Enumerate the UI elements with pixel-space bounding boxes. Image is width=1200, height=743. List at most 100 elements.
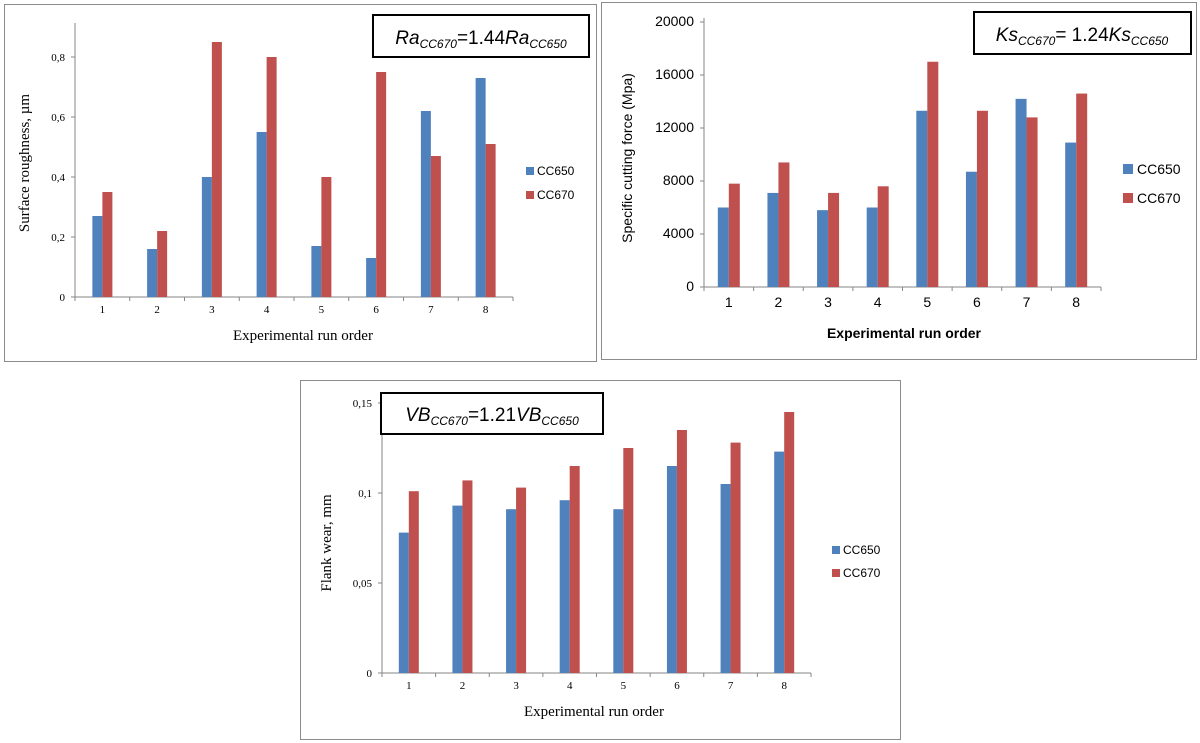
x-tick-label: 7	[428, 304, 434, 316]
bar-cc650-run-8	[1065, 142, 1077, 287]
formula-text: KsCC670= 1.24KsCC650	[996, 25, 1169, 48]
y-tick-label: 16000	[655, 66, 694, 82]
formula-box: VBCC670=1.21VBCC650	[380, 392, 604, 435]
y-tick-label: 0	[60, 292, 66, 304]
specific-cutting-force-chart-panel: 0 4000 8000 12000 16000 20000 1 2 3 4 5 6 7 8 Experim…	[601, 2, 1197, 360]
x-tick-label: 3	[513, 680, 519, 692]
bar-cc670-run-4	[569, 466, 580, 673]
x-tick-label: 6	[973, 294, 981, 310]
x-tick-label: 4	[874, 294, 882, 310]
legend-swatch-cc650	[526, 167, 534, 175]
formula-text: VBCC670=1.21VBCC650	[405, 405, 579, 428]
x-tick-label: 8	[1072, 294, 1080, 310]
y-tick-label: 0	[686, 278, 694, 294]
flank-wear-chart: 0 0,05 0,1 0,15 1 2 3 4 5 6 7 8 Experimental run or…	[319, 392, 881, 720]
legend-label-cc670: CC670	[1137, 190, 1181, 206]
bar-cc650-run-4	[866, 207, 878, 287]
bar-cc670-run-8	[485, 144, 496, 297]
y-axis-label: Surface roughness, µm	[17, 94, 33, 233]
y-tick-label: 0,05	[353, 578, 373, 590]
plot-area: 0 4000 8000 12000 16000 20000 1 2 3 4 5 6 7 8	[655, 13, 1102, 310]
bar-cc650-run-3	[506, 509, 517, 673]
bar-cc670-run-7	[730, 442, 741, 673]
formula-text: RaCC670=1.44RaCC650	[395, 28, 567, 51]
y-tick-label: 0,8	[51, 52, 65, 64]
legend-swatch-cc650	[1123, 164, 1133, 174]
bar-cc650-run-6	[666, 466, 677, 673]
x-tick-label: 2	[460, 680, 466, 692]
x-tick-label: 6	[373, 304, 379, 316]
y-tick-label: 0,6	[51, 112, 65, 124]
bar-cc650-run-1	[398, 532, 409, 673]
y-tick-label: 8000	[663, 172, 694, 188]
bar-cc650-run-8	[774, 451, 785, 673]
surface-roughness-chart-panel: 0 0,2 0,4 0,6 0,8 1 2 3 4 5 6 7 8 Experimental run o…	[4, 4, 597, 362]
formula-box: KsCC670= 1.24KsCC650	[973, 11, 1192, 55]
bar-cc650-run-4	[256, 132, 267, 297]
x-axis-label: Experimental run order	[827, 325, 982, 341]
bar-cc670-run-7	[430, 156, 441, 297]
plot-area: 0 0,2 0,4 0,6 0,8 1 2 3 4 5 6 7 8	[51, 23, 514, 316]
x-axis-label: Experimental run order	[233, 328, 373, 344]
bar-cc650-run-4	[559, 500, 570, 673]
bar-cc650-run-5	[916, 110, 928, 288]
y-axis-label: Flank wear, mm	[319, 494, 335, 592]
x-tick-label: 1	[725, 294, 733, 310]
x-tick-label: 5	[923, 294, 931, 310]
bar-cc670-run-8	[784, 412, 795, 673]
bar-cc650-run-2	[452, 505, 463, 673]
bar-cc670-run-3	[828, 192, 840, 287]
bar-cc650-run-7	[720, 484, 731, 673]
bar-cc670-run-6	[376, 72, 387, 297]
legend-label-cc670: CC670	[537, 188, 575, 202]
bar-cc670-run-1	[102, 192, 113, 297]
plot-area: 0 0,05 0,1 0,15 1 2 3 4 5 6 7 8	[353, 398, 812, 692]
bar-cc650-run-7	[1015, 98, 1027, 287]
y-tick-label: 0	[367, 668, 373, 680]
x-tick-label: 2	[775, 294, 783, 310]
bar-cc650-run-6	[965, 171, 977, 287]
bar-cc670-run-3	[211, 42, 222, 297]
bar-cc650-run-6	[366, 258, 377, 297]
x-tick-label: 3	[209, 304, 215, 316]
legend-swatch-cc670	[526, 191, 534, 199]
specific-cutting-force-chart: 0 4000 8000 12000 16000 20000 1 2 3 4 5 6 7 8 Experim…	[619, 11, 1192, 341]
formula-box: RaCC670=1.44RaCC650	[372, 14, 590, 58]
bar-cc670-run-8	[1076, 93, 1088, 287]
bar-cc670-run-3	[516, 487, 527, 673]
bar-cc650-run-2	[767, 192, 779, 287]
legend-label-cc670: CC670	[843, 566, 881, 580]
y-tick-label: 0,1	[358, 488, 372, 500]
bar-cc650-run-5	[613, 509, 624, 673]
legend-label-cc650: CC650	[537, 164, 575, 178]
legend-label-cc650: CC650	[1137, 161, 1181, 177]
bar-cc650-run-2	[147, 249, 158, 297]
x-tick-label: 5	[319, 304, 325, 316]
bar-cc670-run-4	[266, 57, 277, 297]
legend-swatch-cc670	[1123, 193, 1133, 203]
bar-cc670-run-1	[408, 491, 419, 673]
x-tick-label: 8	[483, 304, 489, 316]
bar-cc650-run-3	[817, 210, 829, 287]
bar-cc670-run-6	[976, 110, 988, 288]
bar-cc670-run-2	[462, 480, 473, 673]
x-tick-label: 6	[674, 680, 680, 692]
bar-cc670-run-5	[321, 177, 332, 297]
x-tick-label: 7	[1023, 294, 1031, 310]
x-tick-label: 4	[264, 304, 270, 316]
y-tick-label: 12000	[655, 119, 694, 135]
surface-roughness-chart: 0 0,2 0,4 0,6 0,8 1 2 3 4 5 6 7 8 Experimental run o…	[17, 14, 590, 344]
bar-cc670-run-7	[1026, 117, 1038, 288]
bar-cc670-run-2	[157, 231, 168, 297]
legend: CC650 CC670	[526, 164, 575, 202]
x-tick-label: 8	[781, 680, 787, 692]
bar-cc650-run-8	[475, 78, 486, 297]
x-axis-label: Experimental run order	[524, 704, 664, 720]
bar-cc650-run-7	[420, 111, 431, 297]
y-tick-label: 0,2	[51, 232, 65, 244]
legend: CC650 CC670	[832, 543, 881, 580]
bar-cc670-run-4	[877, 186, 889, 287]
y-axis-label: Specific cutting force (Mpa)	[619, 73, 635, 243]
y-tick-label: 4000	[663, 225, 694, 241]
x-tick-label: 1	[100, 304, 106, 316]
